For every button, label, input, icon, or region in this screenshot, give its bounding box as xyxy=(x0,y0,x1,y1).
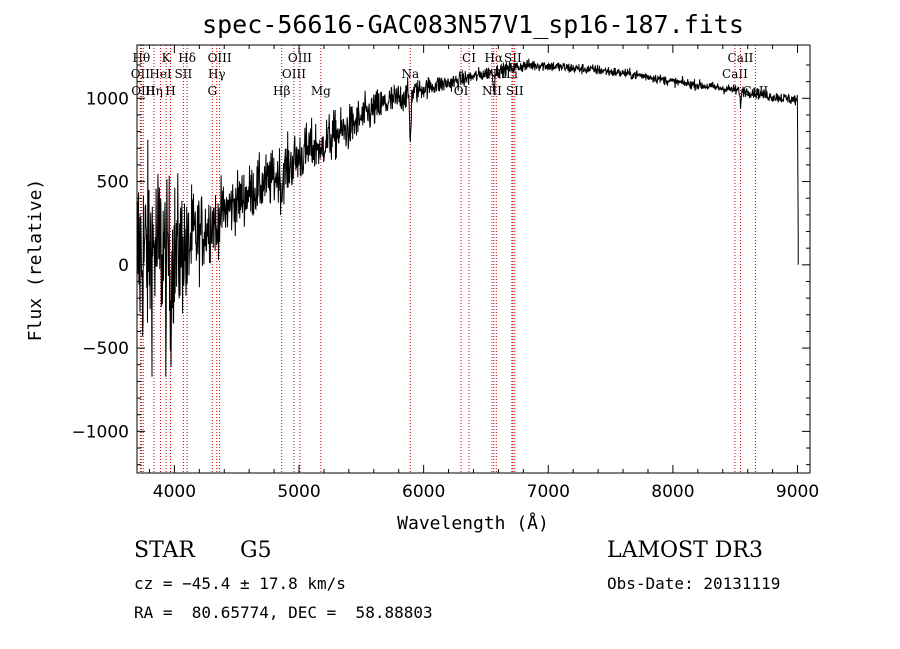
spectral-line-label: Hθ xyxy=(133,51,151,65)
spectral-line-label: NII xyxy=(482,84,502,98)
x-tick-label: 7000 xyxy=(527,482,570,502)
chart-title: spec-56616-GAC083N57V1_sp16-187.fits xyxy=(202,10,744,39)
spectral-line-label: Li xyxy=(506,67,518,81)
x-axis-label: Wavelength (Å) xyxy=(397,512,549,534)
plot-frame xyxy=(136,44,811,474)
coordinates: RA = 80.65774, DEC = 58.88803 xyxy=(134,603,433,622)
y-axis-label: Flux (relative) xyxy=(25,179,46,342)
spectral-line-label: Na xyxy=(401,67,419,81)
object-class: STAR xyxy=(134,538,195,563)
spectral-line-label: OIII xyxy=(282,67,306,81)
axis-ticks: 4000 5000 6000 7000 8000 9000 −1000 −500 0 500 100… xyxy=(71,45,819,502)
obs-date: Obs-Date: 20131119 xyxy=(607,574,781,593)
spectral-line-label: SII xyxy=(504,51,522,65)
spectral-line-label: CaII xyxy=(728,51,754,65)
y-tick-label: 500 xyxy=(97,173,129,193)
y-tick-label: 0 xyxy=(118,256,129,276)
y-tick-label: −1000 xyxy=(71,422,129,442)
spectral-line-label: K xyxy=(162,51,172,65)
object-subclass: G5 xyxy=(240,538,272,563)
spectral-line-label: H xyxy=(165,84,175,98)
spectral-line-label: OIII xyxy=(208,51,232,65)
spectral-line-label: Hη xyxy=(145,84,163,98)
x-tick-label: 4000 xyxy=(153,482,196,502)
spectral-line-label: OII xyxy=(131,67,151,81)
spectrum-series-line xyxy=(136,58,799,377)
spectral-line-label: Hγ xyxy=(208,67,226,81)
spectral-line-label: HeI xyxy=(149,67,172,81)
survey-name: LAMOST DR3 xyxy=(607,538,763,563)
x-tick-label: 5000 xyxy=(277,482,320,502)
spectral-line-label: SII xyxy=(175,67,193,81)
spectral-line-markers: HθOIIOIIIHηHeIKHSIIHδGHγOIIIHβOIIIOIIIMg… xyxy=(131,45,769,473)
y-tick-label: 1000 xyxy=(86,89,129,109)
y-tick-label: −500 xyxy=(82,339,129,359)
spectral-line-label: OIII xyxy=(288,51,312,65)
spectral-line-label: CaII xyxy=(722,67,748,81)
spectral-line-label: Mg xyxy=(311,84,331,98)
spectral-line-label: CI xyxy=(462,51,476,65)
spectral-line-label: Hα xyxy=(485,51,504,65)
spectral-line-label: Hβ xyxy=(273,84,290,98)
x-tick-label: 9000 xyxy=(776,482,819,502)
spectral-line-label: Hδ xyxy=(178,51,196,65)
spectral-line-label: OI xyxy=(454,84,469,98)
x-tick-label: 6000 xyxy=(402,482,445,502)
x-tick-label: 8000 xyxy=(651,482,694,502)
spectral-line-label: SII xyxy=(506,84,524,98)
redshift-readout: cz = −45.4 ± 17.8 km/s xyxy=(134,574,346,593)
spectral-line-label: G xyxy=(207,84,217,98)
